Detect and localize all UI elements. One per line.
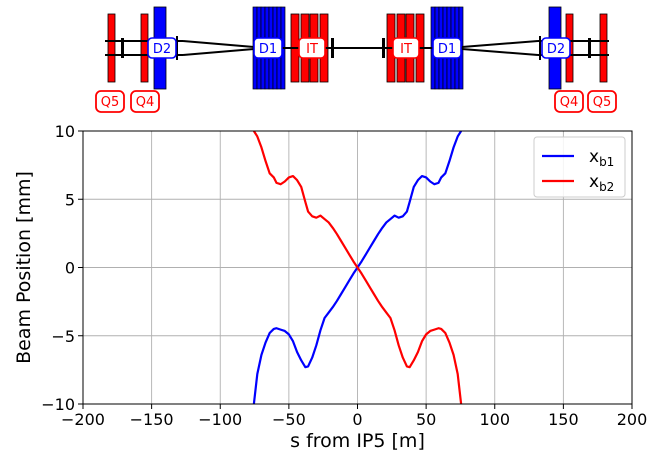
label-d2-right: D2 xyxy=(547,42,565,57)
label-q4-left: Q4 xyxy=(136,95,155,110)
legend-label-x_b1: xb1 xyxy=(589,147,614,169)
legend-label-x_b2: xb2 xyxy=(589,172,614,194)
x-tick-label: −200 xyxy=(61,410,105,429)
x-tick-label: −100 xyxy=(198,410,242,429)
magnet-q5-left xyxy=(107,13,116,83)
magnet-q4-left xyxy=(140,13,149,83)
series-line-x_b2 xyxy=(252,131,463,404)
x-axis-ticks: −200 −150 −100 −50 0 50 100 150 200 xyxy=(61,404,647,429)
y-tick-label: 5 xyxy=(65,190,75,209)
magnet-layout-schematic: D2 D1 IT IT D1 D2 Q5 Q4 Q4 Q5 xyxy=(95,6,617,113)
y-tick-label: 10 xyxy=(55,122,75,141)
y-tick-label: 0 xyxy=(65,259,75,278)
series-layer xyxy=(252,131,463,404)
label-q5-right: Q5 xyxy=(593,95,612,110)
y-axis-ticks: −10 −5 0 5 10 xyxy=(41,122,83,414)
label-it-right: IT xyxy=(400,42,412,57)
magnet-q5-right xyxy=(599,13,608,83)
label-q4-right: Q4 xyxy=(560,95,579,110)
x-tick-label: 150 xyxy=(548,410,579,429)
beamline-markers xyxy=(121,36,591,60)
label-q5-left: Q5 xyxy=(101,95,120,110)
y-axis-label: Beam Position [mm] xyxy=(13,171,35,364)
x-tick-label: 200 xyxy=(617,410,648,429)
x-tick-label: 0 xyxy=(352,410,362,429)
x-tick-label: −50 xyxy=(272,410,306,429)
x-tick-label: 50 xyxy=(416,410,436,429)
x-tick-label: 100 xyxy=(479,410,510,429)
y-tick-label: −10 xyxy=(41,395,75,414)
beam-lines xyxy=(105,40,609,56)
y-tick-label: −5 xyxy=(51,327,75,346)
label-d1-right: D1 xyxy=(438,42,456,57)
label-it-left: IT xyxy=(306,42,318,57)
label-d2-left: D2 xyxy=(153,42,171,57)
x-tick-label: −150 xyxy=(130,410,174,429)
x-axis-label: s from IP5 [m] xyxy=(290,430,425,452)
label-d1-left: D1 xyxy=(259,42,277,57)
